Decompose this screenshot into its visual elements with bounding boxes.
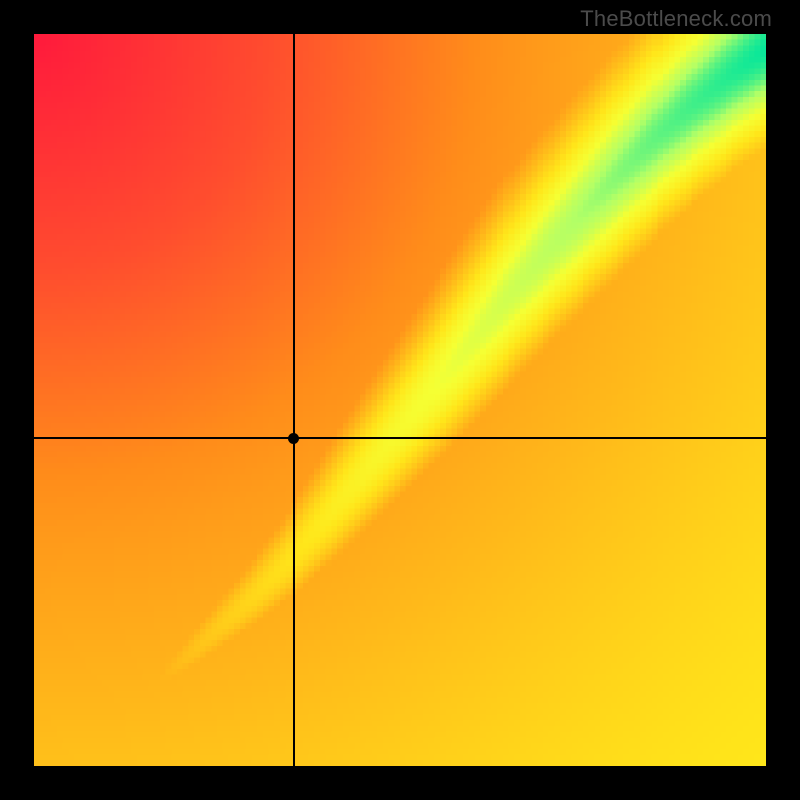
watermark-label: TheBottleneck.com (580, 6, 772, 32)
heatmap-canvas (34, 34, 766, 766)
heatmap-plot (34, 34, 766, 766)
chart-container: TheBottleneck.com (0, 0, 800, 800)
